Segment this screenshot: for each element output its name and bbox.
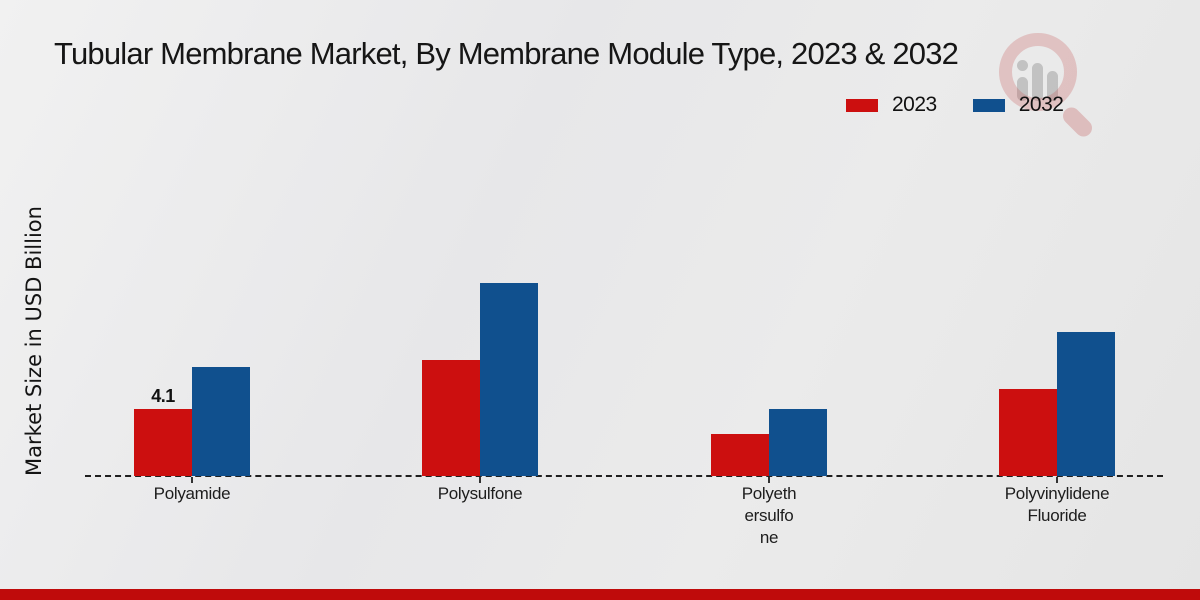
legend-swatch-2032 [972,98,1005,112]
bar-2032-polyethersulfone [769,409,827,476]
bar-2032-polyvinylidene-fluoride [1057,332,1115,476]
bar-2023-polysulfone [422,360,480,476]
bar-2023-polyethersulfone [711,434,769,476]
x-axis-tick [768,477,770,483]
legend-label-2032: 2032 [1018,93,1064,116]
footer-accent-band [0,589,1200,600]
x-axis-tick [1056,477,1058,483]
bar-2023-polyvinylidene-fluoride [999,389,1057,476]
category-label-polyethersulfone: Polyeth ersulfo ne [741,484,797,548]
category-label-polyvinylidene-fluoride: Polyvinylidene Fluoride [1004,484,1110,526]
legend-item-2032: 2032 [972,93,1064,117]
chart-title: Tubular Membrane Market, By Membrane Mod… [54,36,959,71]
bar-value-label: 4.1 [151,386,175,406]
category-label-polyamide: Polyamide [153,484,231,503]
bar-2032-polyamide [192,367,250,476]
bar-2023-polyamide [134,409,192,476]
x-axis-tick [191,477,193,483]
legend-item-2023: 2023 [846,93,937,117]
category-label-polysulfone: Polysulfone [437,484,523,503]
legend-swatch-2023 [846,98,878,112]
bar-2032-polysulfone [480,283,538,476]
legend-label-2023: 2023 [892,93,937,116]
x-axis-baseline [85,475,1163,477]
legend: 2023 2032 [846,93,1064,117]
x-axis-tick [479,477,481,483]
